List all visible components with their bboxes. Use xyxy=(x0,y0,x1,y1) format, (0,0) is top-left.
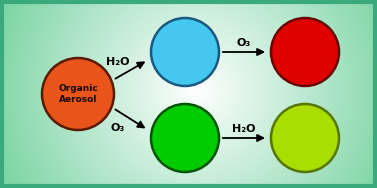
Text: H₂O: H₂O xyxy=(232,124,256,134)
Ellipse shape xyxy=(42,58,114,130)
Text: H₂O: H₂O xyxy=(106,57,130,67)
Ellipse shape xyxy=(271,18,339,86)
Ellipse shape xyxy=(151,18,219,86)
Text: Organic
Aerosol: Organic Aerosol xyxy=(58,84,98,104)
Text: O₃: O₃ xyxy=(111,123,125,133)
Ellipse shape xyxy=(271,104,339,172)
Ellipse shape xyxy=(151,104,219,172)
Text: O₃: O₃ xyxy=(237,38,251,48)
